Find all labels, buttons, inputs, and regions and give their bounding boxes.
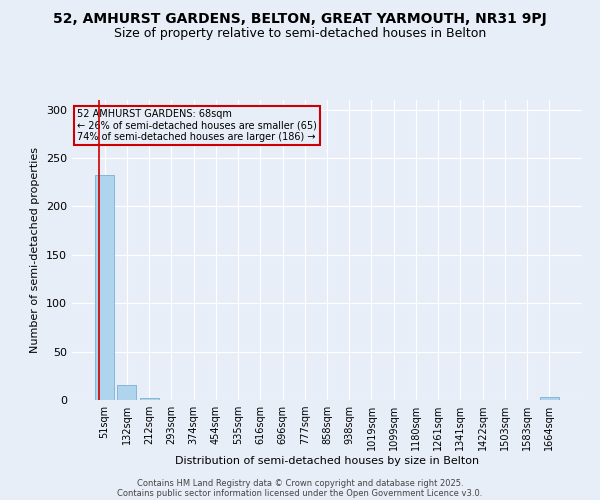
Bar bbox=[95, 174, 114, 400]
Bar bbox=[540, 397, 559, 400]
Text: Contains HM Land Registry data © Crown copyright and database right 2025.: Contains HM Land Registry data © Crown c… bbox=[137, 478, 463, 488]
Bar bbox=[118, 386, 136, 400]
Text: 52, AMHURST GARDENS, BELTON, GREAT YARMOUTH, NR31 9PJ: 52, AMHURST GARDENS, BELTON, GREAT YARMO… bbox=[53, 12, 547, 26]
Y-axis label: Number of semi-detached properties: Number of semi-detached properties bbox=[31, 147, 40, 353]
Text: 52 AMHURST GARDENS: 68sqm
← 26% of semi-detached houses are smaller (65)
74% of : 52 AMHURST GARDENS: 68sqm ← 26% of semi-… bbox=[77, 109, 317, 142]
Text: Size of property relative to semi-detached houses in Belton: Size of property relative to semi-detach… bbox=[114, 28, 486, 40]
Text: Contains public sector information licensed under the Open Government Licence v3: Contains public sector information licen… bbox=[118, 488, 482, 498]
X-axis label: Distribution of semi-detached houses by size in Belton: Distribution of semi-detached houses by … bbox=[175, 456, 479, 466]
Bar bbox=[140, 398, 158, 400]
